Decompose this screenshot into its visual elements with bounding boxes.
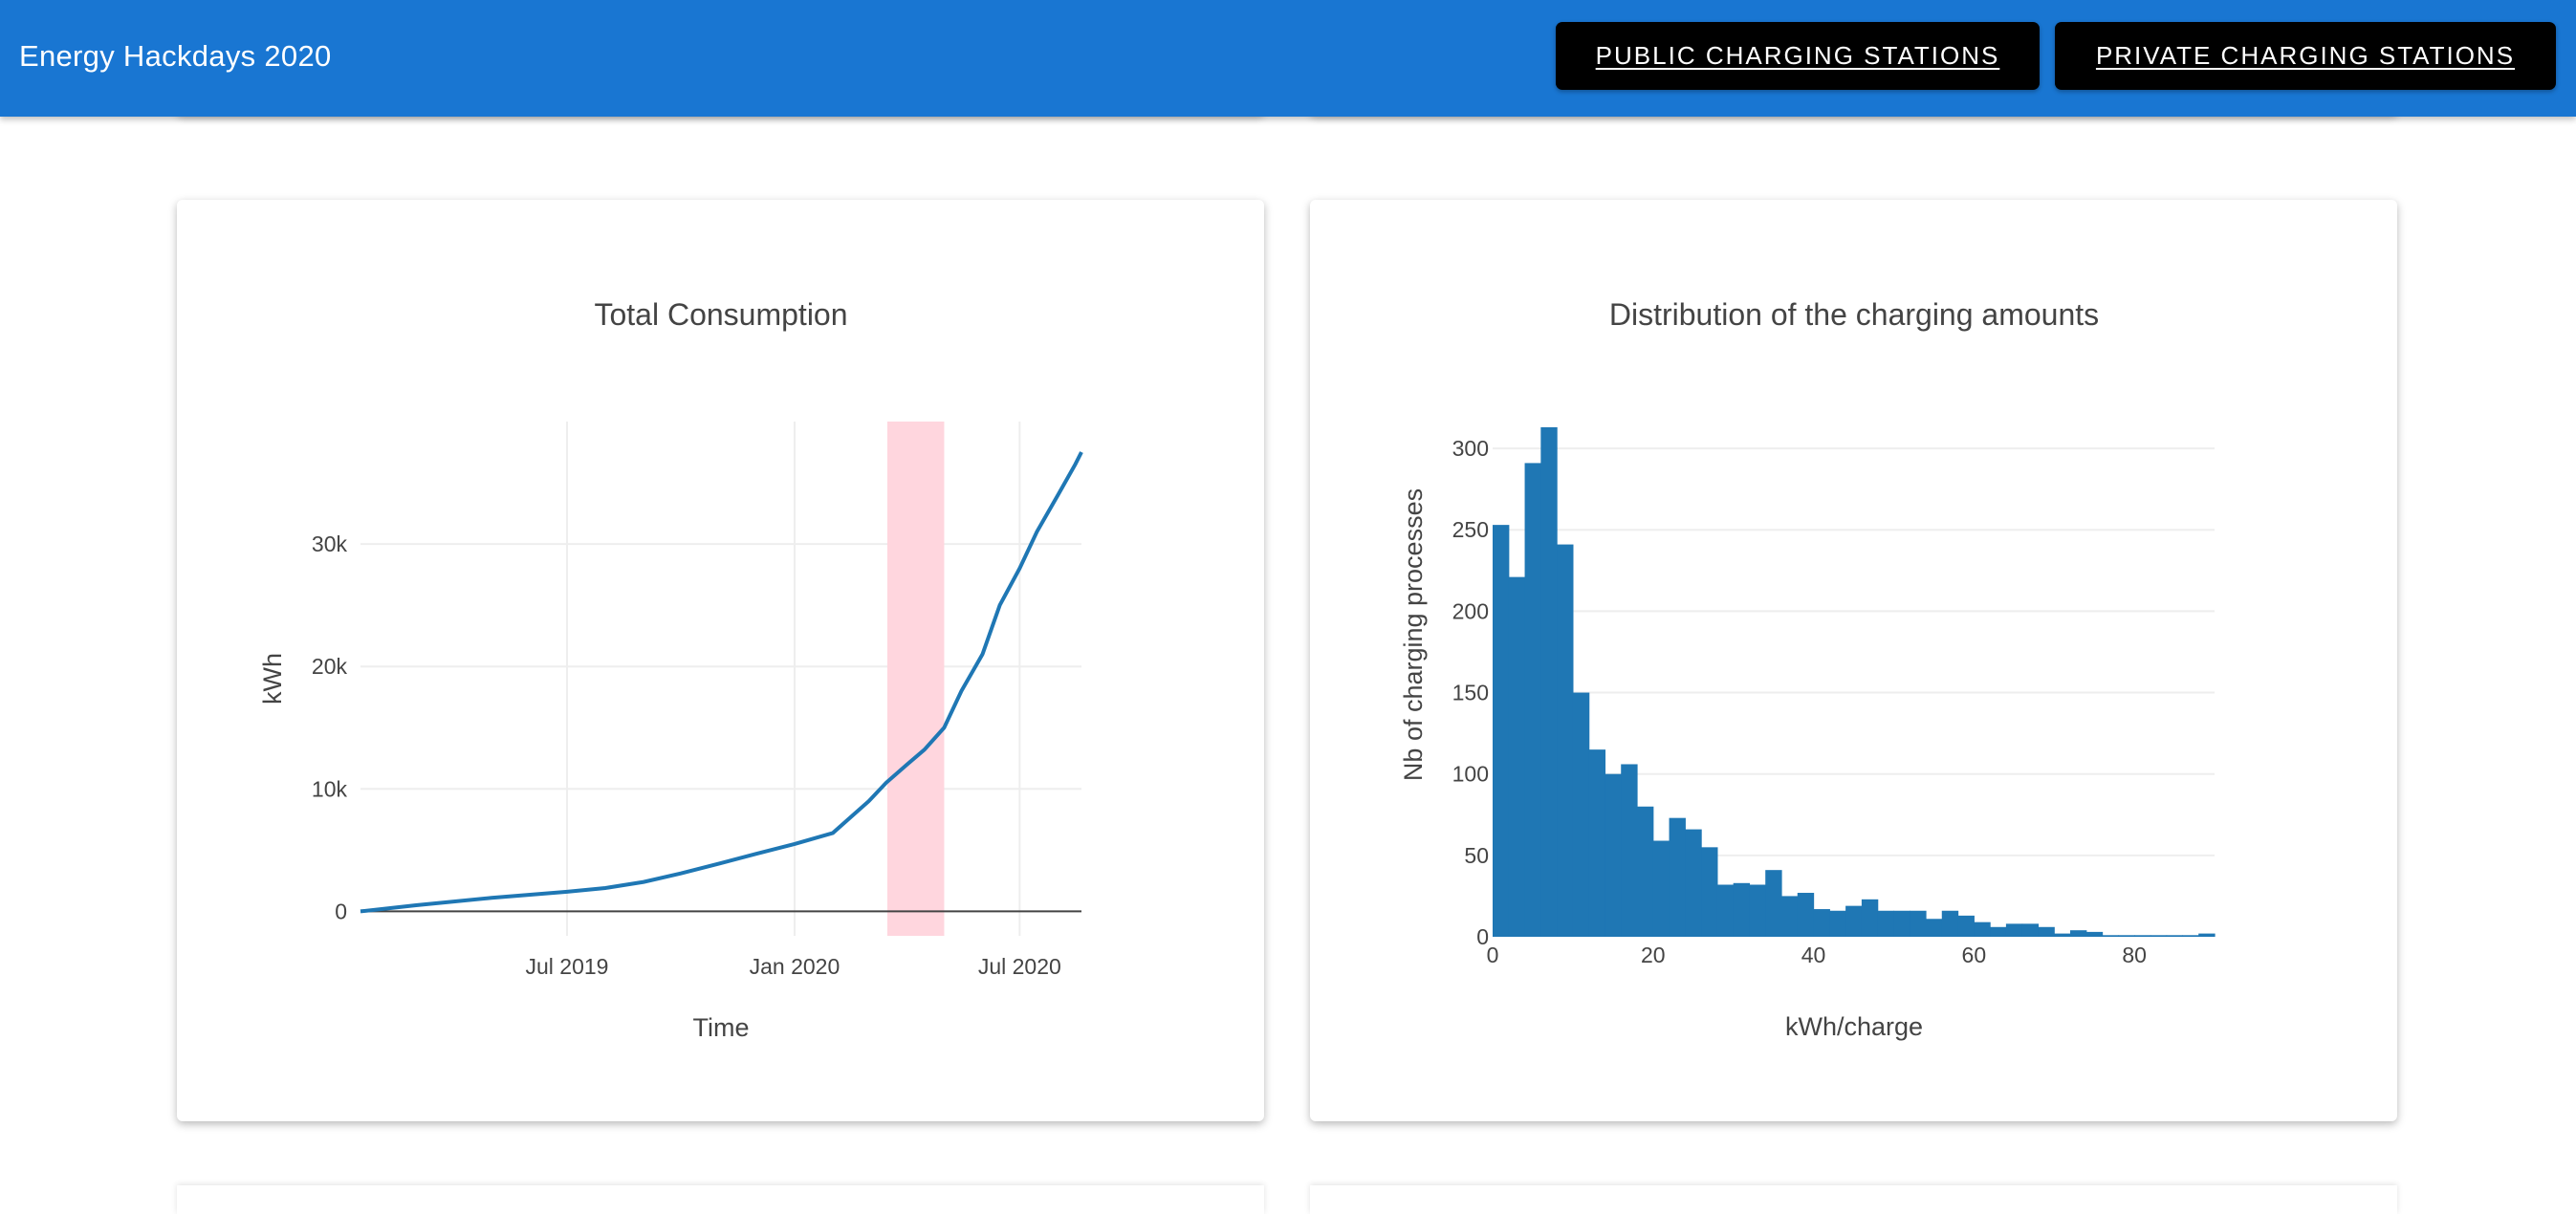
y-tick-label: 30k	[312, 531, 348, 556]
y-tick-label: 50	[1464, 843, 1489, 868]
x-tick-label: Jul 2019	[525, 954, 608, 979]
histogram-bar	[1621, 764, 1638, 937]
histogram-bar	[2102, 935, 2119, 937]
histogram-bar	[1813, 909, 1830, 937]
histogram-bar	[1572, 692, 1590, 937]
histogram-bar	[1765, 870, 1782, 937]
histogram-bar	[1524, 463, 1541, 937]
y-tick-label: 0	[1476, 924, 1489, 949]
total-consumption-card: Total Consumption 0 10k 20k 30k Jul 2019 Jan …	[177, 200, 1264, 1121]
histogram-bar	[1605, 773, 1622, 937]
y-tick-label: 150	[1452, 681, 1489, 705]
histogram-bar	[1957, 915, 1975, 937]
app-bar: Energy Hackdays 2020 PUBLIC CHARGING STA…	[0, 0, 2576, 117]
x-tick-label: 60	[1962, 943, 1987, 967]
y-tick-label: 200	[1452, 598, 1489, 623]
x-axis-label: Time	[693, 1013, 750, 1042]
y-tick-label: 20k	[312, 654, 348, 679]
card-below-right	[1310, 1185, 2397, 1214]
card-below-left	[177, 1185, 1264, 1214]
highlight-band	[886, 422, 945, 936]
histogram-bar	[2134, 935, 2151, 937]
histogram-bar	[1845, 905, 1863, 937]
histogram-bar	[1701, 847, 1718, 937]
chart-title: Total Consumption	[594, 297, 847, 332]
chart-title: Distribution of the charging amounts	[1609, 297, 2099, 332]
histogram-bar	[1877, 910, 1895, 937]
histogram-bar	[2038, 926, 2055, 937]
histogram-bar	[2085, 931, 2104, 937]
histogram-bar	[1974, 921, 1991, 937]
y-axis-label: Nb of charging processes	[1399, 488, 1428, 781]
histogram-bar	[1910, 910, 1927, 937]
histogram-bar	[1990, 926, 2007, 937]
app-title: Energy Hackdays 2020	[19, 39, 332, 73]
histogram-bar	[2198, 933, 2216, 937]
y-tick-label: 10k	[312, 776, 348, 801]
histogram-bar	[1926, 919, 1943, 937]
y-tick-label: 250	[1452, 517, 1489, 542]
histogram-bar	[2166, 935, 2184, 937]
consumption-line	[360, 451, 1083, 914]
histogram-bar	[1861, 899, 1879, 937]
x-tick-label: 0	[1487, 943, 1499, 967]
x-tick-label: 40	[1801, 943, 1826, 967]
x-tick-label: 80	[2122, 943, 2147, 967]
histogram-bar	[1685, 829, 1702, 937]
x-tick-label: 20	[1641, 943, 1666, 967]
histogram-bar	[1781, 896, 1799, 937]
histogram-bar	[2005, 923, 2023, 937]
y-tick-label: 300	[1452, 436, 1489, 461]
x-axis-label: kWh/charge	[1785, 1012, 1923, 1041]
histogram-bar	[1493, 525, 1510, 937]
histogram-bar	[1540, 426, 1558, 937]
y-tick-label: 100	[1452, 762, 1489, 787]
y-tick-label: 0	[335, 899, 347, 923]
charging-distribution-chart: Distribution of the charging amounts 0 50…	[1399, 297, 2216, 1041]
y-axis-label: kWh	[258, 653, 287, 705]
histogram-bar	[2054, 933, 2071, 937]
histogram-bar	[2118, 935, 2135, 937]
histogram-bar	[2070, 930, 2087, 937]
histogram-bar	[1893, 910, 1910, 937]
histogram-bar	[1588, 749, 1606, 937]
histogram-bar	[1749, 884, 1766, 937]
public-charging-stations-button[interactable]: PUBLIC CHARGING STATIONS	[1556, 22, 2040, 90]
histogram-bar	[1733, 882, 1751, 937]
private-charging-stations-button[interactable]: PRIVATE CHARGING STATIONS	[2055, 22, 2556, 90]
x-tick-label: Jul 2020	[978, 954, 1061, 979]
histogram-bar	[1797, 893, 1815, 937]
histogram-bar	[1941, 910, 1959, 937]
histogram-bar	[1652, 840, 1670, 937]
histogram-bar	[2021, 923, 2040, 937]
histogram-bar	[1716, 884, 1735, 937]
histogram-bar	[1557, 544, 1574, 937]
charging-distribution-card: Distribution of the charging amounts 0 50…	[1310, 200, 2397, 1121]
histogram-bar	[2182, 935, 2199, 937]
histogram-bar	[1669, 817, 1686, 937]
total-consumption-chart: Total Consumption 0 10k 20k 30k Jul 2019 Jan …	[258, 297, 1083, 1042]
histogram-bar	[1508, 576, 1526, 937]
histogram-bar	[2150, 935, 2168, 937]
x-tick-label: Jan 2020	[750, 954, 840, 979]
histogram-bar	[1829, 910, 1846, 937]
histogram-bar	[1637, 806, 1654, 937]
